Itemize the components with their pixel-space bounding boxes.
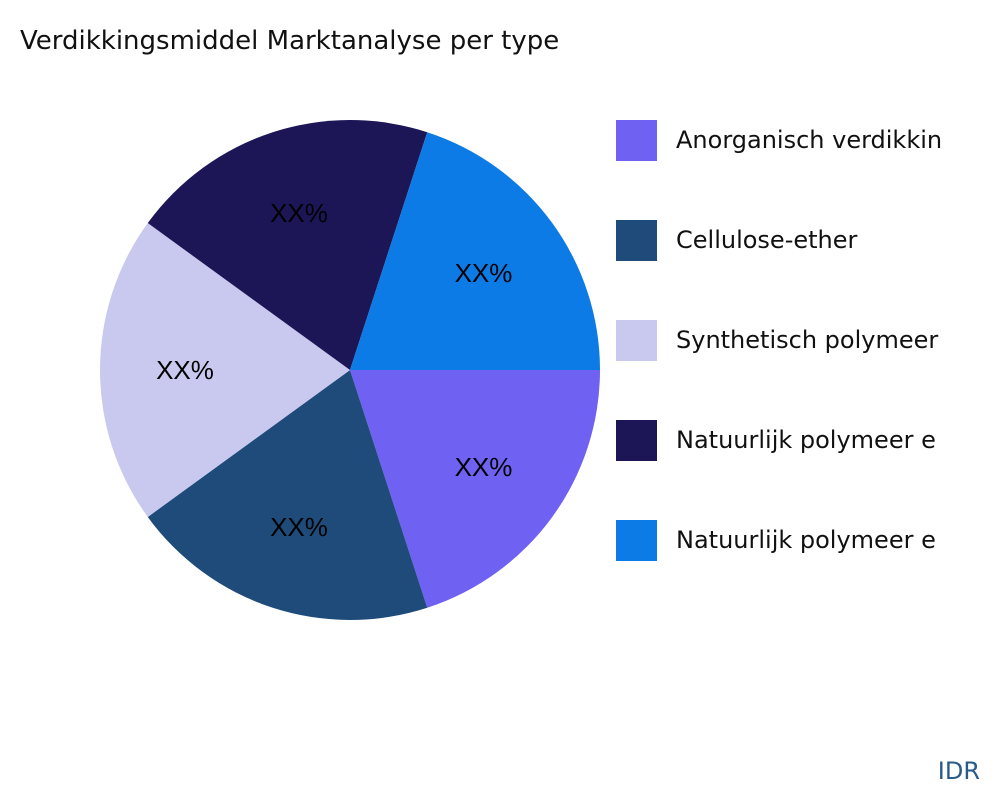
legend-item[interactable]: Natuurlijk polymeer e (616, 519, 1000, 561)
legend-item[interactable]: Anorganisch verdikkin (616, 120, 1000, 161)
legend-label: Synthetisch polymeer (676, 326, 939, 354)
legend-item[interactable]: Natuurlijk polymeer e (616, 419, 1000, 461)
legend-label: Anorganisch verdikkin (676, 126, 943, 154)
legend-swatch (616, 120, 657, 161)
legend: Anorganisch verdikkin Cellulose-ether Sy… (616, 120, 1000, 620)
slice-label: XX% (270, 198, 328, 228)
legend-swatch (616, 319, 657, 361)
slice-label: XX% (270, 512, 328, 542)
pie-slice[interactable] (147, 120, 428, 370)
legend-item[interactable]: Synthetisch polymeer (616, 319, 1000, 361)
legend-label: Natuurlijk polymeer e (676, 426, 936, 454)
legend-label: Cellulose-ether (676, 226, 858, 254)
slice-label: XX% (156, 355, 214, 385)
slice-label: XX% (455, 258, 513, 288)
pie-slice[interactable] (100, 223, 350, 517)
pie-slice[interactable] (350, 132, 600, 370)
legend-swatch (616, 219, 657, 261)
chart-title: Verdikkingsmiddel Marktanalyse per type (20, 26, 560, 56)
legend-swatch (616, 519, 657, 561)
brand-logo: IDR (937, 757, 980, 785)
pie-slice[interactable] (147, 370, 428, 620)
slice-label: XX% (455, 452, 513, 482)
legend-swatch (616, 419, 657, 461)
legend-item[interactable]: Cellulose-ether (616, 219, 1000, 261)
pie-slice[interactable] (350, 370, 600, 608)
legend-label: Natuurlijk polymeer e (676, 526, 936, 554)
